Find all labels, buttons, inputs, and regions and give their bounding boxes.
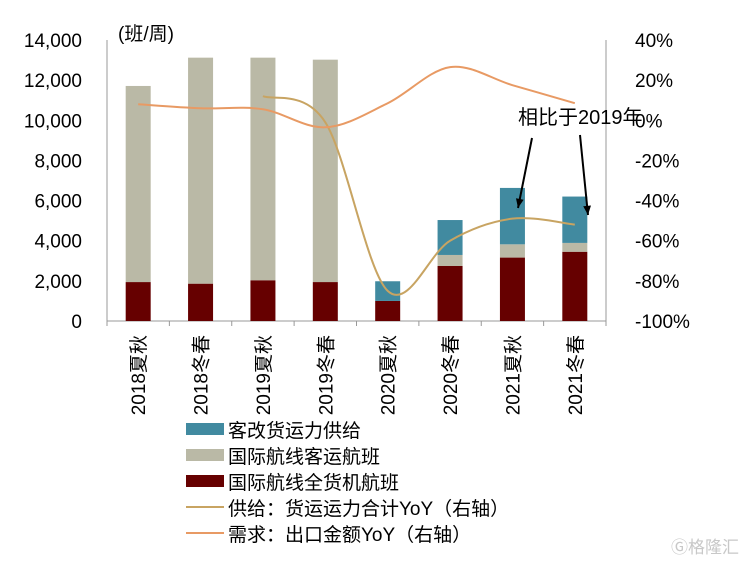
legend-item-conversion: 客改货运力供给 xyxy=(186,416,509,442)
right-tick-label: -100% xyxy=(635,312,690,333)
right-tick-label: -20% xyxy=(635,151,679,172)
right-tick-label: -60% xyxy=(635,232,679,253)
bar-segment xyxy=(188,57,214,284)
right-tick-label: -80% xyxy=(635,272,679,293)
unit-label: (班/周) xyxy=(118,23,174,45)
annotation-text: 相比于2019年 xyxy=(518,106,643,129)
bar-segment xyxy=(125,282,151,321)
arrow-head-icon xyxy=(583,205,591,215)
line-series xyxy=(262,95,575,296)
bar-segment xyxy=(499,257,525,321)
bar-segment xyxy=(250,280,276,321)
line-series xyxy=(138,65,576,129)
left-tick-label: 10,000 xyxy=(24,111,82,132)
bar-segment xyxy=(188,283,214,321)
legend-label: 国际航线客运航班 xyxy=(228,446,381,468)
right-tick-label: 40% xyxy=(635,31,673,52)
bar-segment xyxy=(437,266,463,321)
legend-item-demand: 需求：出口金额YoY（右轴） xyxy=(186,520,509,546)
x-tick-label: 2020夏秋 xyxy=(378,335,400,415)
left-tick-label: 0 xyxy=(71,312,82,333)
legend-swatch xyxy=(186,532,224,534)
legend-label: 国际航线全货机航班 xyxy=(228,472,400,494)
right-tick-label: 0% xyxy=(635,111,663,132)
left-tick-label: 2,000 xyxy=(34,272,82,293)
bar-segment xyxy=(562,196,588,243)
legend-item-freighter: 国际航线全货机航班 xyxy=(186,468,509,494)
right-tick-label: -40% xyxy=(635,192,679,213)
x-tick-label: 2019冬春 xyxy=(315,335,337,415)
bar-segment xyxy=(437,254,463,267)
bar-segment xyxy=(562,242,588,252)
left-tick-label: 8,000 xyxy=(34,151,82,172)
legend: 客改货运力供给 国际航线客运航班 国际航线全货机航班 供给：货运运力合计YoY（… xyxy=(186,416,509,546)
annotation-arrow xyxy=(579,134,589,216)
bar-segment xyxy=(562,251,588,321)
left-tick-label: 14,000 xyxy=(24,31,82,52)
arrow-head-icon xyxy=(515,198,524,208)
watermark-logo: Ⓖ格隆汇 xyxy=(671,538,739,558)
legend-item-passenger: 国际航线客运航班 xyxy=(186,442,509,468)
legend-swatch xyxy=(186,449,224,461)
bar-segment xyxy=(250,57,276,281)
legend-swatch xyxy=(186,506,224,508)
x-tick-label: 2019夏秋 xyxy=(253,335,275,415)
x-tick-label: 2020冬春 xyxy=(440,335,462,415)
legend-label: 客改货运力供给 xyxy=(228,420,362,442)
x-tick-label: 2018冬春 xyxy=(191,335,213,415)
bar-segment xyxy=(499,244,525,258)
bar-segment xyxy=(312,282,338,321)
x-tick-label: 2021夏秋 xyxy=(502,335,524,415)
left-tick-label: 4,000 xyxy=(34,232,82,253)
legend-label: 供给：货运运力合计YoY（右轴） xyxy=(228,498,510,520)
x-tick-label: 2018夏秋 xyxy=(128,335,150,415)
legend-swatch xyxy=(186,475,224,487)
bar-segment xyxy=(125,85,151,283)
bar-segment xyxy=(375,300,401,321)
bar-segment xyxy=(312,59,338,283)
watermark-text: 格隆汇 xyxy=(688,538,739,558)
x-tick-label: 2021冬春 xyxy=(565,335,587,415)
annotation-arrow xyxy=(517,137,533,209)
left-tick-label: 12,000 xyxy=(24,71,82,92)
legend-swatch xyxy=(186,423,224,435)
right-tick-label: 20% xyxy=(635,71,673,92)
legend-item-supply: 供给：货运运力合计YoY（右轴） xyxy=(186,494,509,520)
left-tick-label: 6,000 xyxy=(34,192,82,213)
legend-label: 需求：出口金额YoY（右轴） xyxy=(228,524,472,546)
